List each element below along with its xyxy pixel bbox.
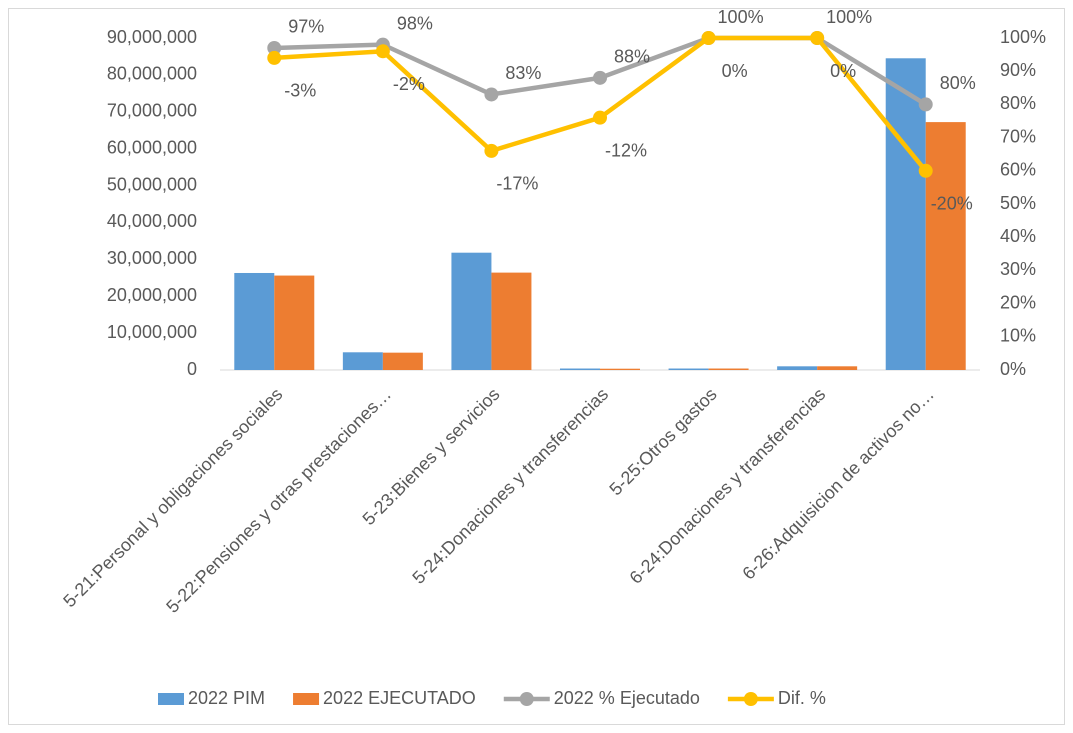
y2-tick-label: 100% <box>1000 27 1046 47</box>
line-marker <box>375 44 390 59</box>
y-tick-label: 10,000,000 <box>107 322 197 342</box>
y2-tick-label: 40% <box>1000 226 1036 246</box>
data-label: -12% <box>605 140 647 160</box>
bar <box>274 275 315 370</box>
bar <box>234 272 275 370</box>
line-marker <box>810 31 825 45</box>
y-tick-label: 80,000,000 <box>107 64 197 84</box>
data-label: 80% <box>940 73 976 93</box>
y2-tick-label: 0% <box>1000 359 1026 379</box>
y-tick-label: 70,000,000 <box>107 101 197 121</box>
y-tick-label: 60,000,000 <box>107 137 197 157</box>
data-label: 0% <box>722 61 748 81</box>
y-tick-label: 40,000,000 <box>107 211 197 231</box>
bar <box>708 368 749 370</box>
data-label: -3% <box>284 81 316 101</box>
line-marker <box>267 50 282 65</box>
bar <box>560 368 600 370</box>
y-tick-label: 50,000,000 <box>107 174 197 194</box>
line-marker <box>484 143 499 158</box>
legend-label: 2022 PIM <box>188 688 265 708</box>
legend-swatch <box>519 692 534 706</box>
legend-swatch <box>293 693 320 705</box>
line-marker <box>593 70 607 85</box>
legend-label: 2022 % Ejecutado <box>554 688 700 708</box>
line-marker <box>918 97 933 112</box>
line-marker <box>918 163 933 178</box>
y2-tick-label: 10% <box>1000 326 1036 346</box>
line-marker <box>484 87 499 102</box>
legend-label: Dif. % <box>778 688 826 708</box>
legend-swatch <box>743 692 758 706</box>
y2-tick-label: 50% <box>1000 193 1036 213</box>
bar <box>777 366 818 370</box>
data-label: -20% <box>931 194 973 214</box>
data-label: 83% <box>505 63 541 83</box>
y-tick-label: 90,000,000 <box>107 27 197 47</box>
y2-tick-label: 70% <box>1000 126 1036 146</box>
line-marker <box>593 110 607 125</box>
y2-tick-label: 20% <box>1000 292 1036 312</box>
line-marker <box>701 31 716 45</box>
data-label: 98% <box>397 13 433 33</box>
bar <box>600 368 640 370</box>
y-tick-label: 20,000,000 <box>107 285 197 305</box>
data-label: -2% <box>393 74 425 94</box>
y-tick-label: 0 <box>187 359 197 379</box>
legend-label: 2022 EJECUTADO <box>323 688 476 708</box>
data-label: 88% <box>614 47 650 67</box>
bar <box>885 58 926 371</box>
bar <box>491 272 532 370</box>
bar <box>342 352 383 370</box>
bar <box>382 352 423 370</box>
y2-tick-label: 80% <box>1000 93 1036 113</box>
y2-tick-label: 60% <box>1000 160 1036 180</box>
y-tick-label: 30,000,000 <box>107 248 197 268</box>
bar <box>451 252 492 370</box>
bar <box>668 368 709 370</box>
data-label: 100% <box>826 7 872 27</box>
line-marker <box>267 40 282 55</box>
y2-tick-label: 30% <box>1000 259 1036 279</box>
legend-swatch <box>158 693 184 705</box>
data-label: 97% <box>288 17 324 37</box>
bar <box>925 122 966 371</box>
bar <box>817 366 858 370</box>
data-label: 0% <box>830 61 856 81</box>
data-label: -17% <box>496 174 538 194</box>
data-label: 100% <box>718 7 764 27</box>
y2-tick-label: 90% <box>1000 60 1036 80</box>
